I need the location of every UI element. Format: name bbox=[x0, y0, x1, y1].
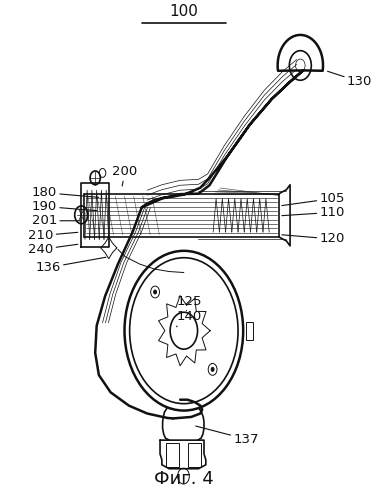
Text: 240: 240 bbox=[28, 243, 78, 256]
Text: 125: 125 bbox=[176, 294, 202, 311]
Text: 110: 110 bbox=[282, 206, 345, 219]
Text: 137: 137 bbox=[196, 426, 259, 446]
Bar bbox=[187, 443, 201, 467]
Text: Фиг. 4: Фиг. 4 bbox=[154, 470, 214, 488]
Text: 120: 120 bbox=[282, 233, 345, 246]
Text: 210: 210 bbox=[28, 229, 78, 242]
Text: 136: 136 bbox=[35, 257, 106, 274]
Text: 190: 190 bbox=[32, 200, 97, 213]
Bar bbox=[246, 322, 253, 339]
Text: 201: 201 bbox=[32, 214, 80, 227]
Text: 180: 180 bbox=[32, 186, 99, 199]
Bar bbox=[166, 443, 179, 467]
Text: 130: 130 bbox=[328, 71, 372, 88]
Circle shape bbox=[211, 367, 214, 371]
Text: 105: 105 bbox=[282, 192, 345, 206]
Text: 140: 140 bbox=[176, 310, 202, 327]
Text: 200: 200 bbox=[112, 166, 138, 186]
Text: 100: 100 bbox=[169, 3, 198, 18]
Circle shape bbox=[154, 290, 156, 294]
